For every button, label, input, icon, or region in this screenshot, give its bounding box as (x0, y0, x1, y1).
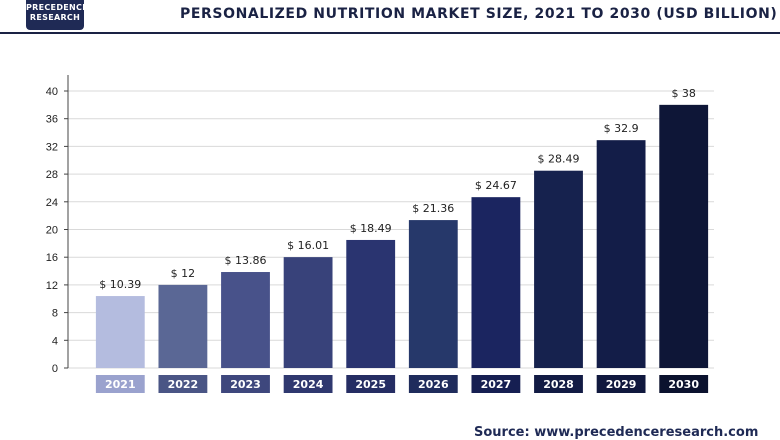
bar-2024 (283, 257, 333, 368)
category-label-2021: 2021 (105, 378, 136, 391)
bar-2028 (534, 170, 583, 368)
category-box-2023 (221, 375, 270, 393)
category-box-2029 (596, 375, 646, 393)
logo-line-2: RESEARCH (29, 13, 81, 22)
y-tick-label: 28 (46, 169, 58, 181)
category-label-2023: 2023 (230, 378, 261, 391)
bar-2025 (346, 239, 396, 368)
source-label: Source: (474, 425, 530, 440)
bar-2030 (659, 104, 709, 368)
bar-2027 (471, 197, 521, 368)
category-box-2028 (534, 375, 583, 393)
data-label-2028: $ 28.49 (538, 153, 580, 166)
data-label-2030: $ 38 (671, 87, 696, 100)
data-label-2024: $ 16.01 (287, 239, 329, 252)
source-url[interactable]: www.precedenceresearch.com (534, 425, 759, 440)
category-box-2026 (408, 375, 458, 393)
y-tick-label: 24 (46, 197, 58, 209)
y-tick-label: 20 (46, 225, 58, 237)
data-label-2021: $ 10.39 (99, 278, 141, 291)
bar-2026 (408, 220, 458, 368)
data-labels: $ 10.39 $ 12 $ 13.86 $ 16.01 $ 18.49 $ 21.36 $… (99, 87, 696, 291)
category-label-2030: 2030 (668, 378, 699, 391)
category-box-2022 (158, 375, 208, 393)
y-tick-label: 8 (52, 308, 58, 320)
data-label-2023: $ 13.86 (225, 254, 267, 267)
bar-2021 (95, 296, 145, 368)
category-box-2030 (659, 375, 709, 393)
header-divider (0, 32, 780, 34)
bars (95, 104, 709, 368)
bar-2029 (596, 140, 646, 368)
category-label-2025: 2025 (355, 378, 386, 391)
bar-2023 (221, 272, 270, 368)
y-tick-label: 32 (46, 141, 58, 153)
y-tick-label: 36 (46, 114, 58, 126)
y-tick-label: 40 (46, 86, 58, 98)
x-axis-categories: 2021 2022 2023 2024 2025 2026 2027 2028 2029 2030 (95, 375, 709, 393)
y-tick-label: 16 (46, 252, 58, 264)
y-tick-label: 12 (46, 280, 58, 292)
data-label-2025: $ 18.49 (350, 222, 392, 235)
category-box-2024 (283, 375, 333, 393)
y-tick-label: 4 (52, 335, 58, 347)
chart-title: PERSONALIZED NUTRITION MARKET SIZE, 2021… (180, 6, 778, 22)
data-label-2027: $ 24.67 (475, 179, 517, 192)
category-label-2024: 2024 (293, 378, 324, 391)
category-label-2027: 2027 (481, 378, 512, 391)
category-label-2028: 2028 (543, 378, 574, 391)
category-box-2025 (346, 375, 396, 393)
category-label-2022: 2022 (168, 378, 199, 391)
category-label-2029: 2029 (606, 378, 637, 391)
source-credit: Source: www.precedenceresearch.com (474, 425, 758, 440)
y-axis: 0 4 8 12 16 20 24 28 32 36 40 (46, 75, 69, 375)
category-box-2021 (95, 375, 145, 393)
data-label-2022: $ 12 (171, 267, 196, 280)
y-tick-label: 0 (52, 363, 58, 375)
bar-2022 (158, 284, 208, 368)
category-label-2026: 2026 (418, 378, 449, 391)
category-box-2027 (471, 375, 521, 393)
data-label-2029: $ 32.9 (604, 122, 639, 135)
precedence-research-logo: PRECEDENCE RESEARCH (26, 0, 88, 30)
logo-line-1: PRECEDENCE (26, 3, 88, 12)
data-label-2026: $ 21.36 (412, 202, 454, 215)
